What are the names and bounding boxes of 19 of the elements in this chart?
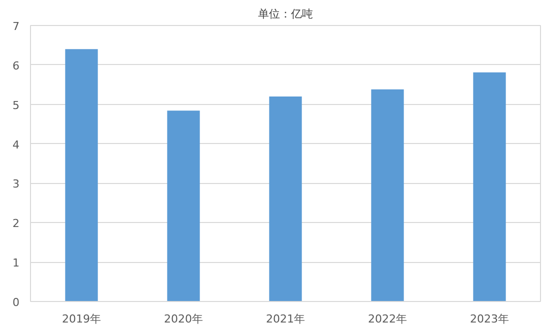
- x-tick-label: 2023年: [470, 312, 510, 326]
- x-tick-label: 2021年: [266, 312, 306, 326]
- y-tick-label: 4: [12, 138, 20, 152]
- bar: [167, 110, 200, 302]
- y-tick-label: 6: [12, 59, 20, 72]
- bar: [473, 72, 506, 302]
- x-tick-label: 2020年: [164, 312, 204, 326]
- y-tick-label: 5: [12, 98, 20, 112]
- bar: [65, 49, 98, 302]
- bar: [371, 89, 404, 302]
- y-tick-label: 1: [12, 256, 20, 270]
- bar: [269, 96, 302, 302]
- y-tick-label: 2: [12, 217, 20, 230]
- x-tick-label: 2019年: [62, 312, 102, 326]
- y-tick-label: 7: [12, 20, 20, 33]
- y-tick-label: 3: [12, 178, 20, 191]
- y-tick-label: 0: [12, 296, 20, 309]
- chart-title: 单位：亿吨: [258, 8, 313, 20]
- x-tick-label: 2022年: [368, 312, 408, 326]
